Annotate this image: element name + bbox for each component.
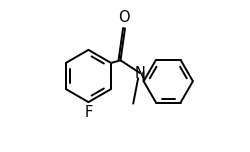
Text: N: N — [134, 66, 145, 81]
Text: F: F — [84, 105, 92, 120]
Text: O: O — [118, 10, 130, 25]
